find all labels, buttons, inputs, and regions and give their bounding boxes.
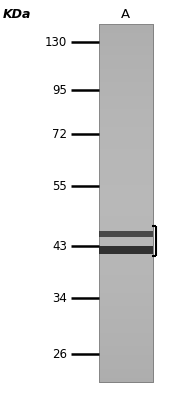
Bar: [99, 167, 153, 172]
Bar: [99, 180, 153, 185]
Bar: [99, 332, 153, 337]
Bar: [99, 189, 153, 194]
Bar: [99, 59, 153, 64]
Bar: [99, 126, 153, 131]
Bar: [99, 140, 153, 145]
Bar: [99, 32, 153, 38]
Bar: [99, 158, 153, 163]
Bar: [99, 46, 153, 51]
Bar: [99, 212, 153, 216]
Bar: [99, 231, 153, 237]
Bar: [99, 64, 153, 69]
Bar: [99, 301, 153, 306]
Bar: [99, 122, 153, 127]
Bar: [99, 104, 153, 109]
Bar: [99, 131, 153, 136]
Bar: [99, 337, 153, 342]
Bar: [99, 24, 153, 382]
Bar: [99, 310, 153, 315]
Bar: [99, 42, 153, 46]
Bar: [99, 171, 153, 176]
Bar: [99, 306, 153, 310]
Bar: [99, 149, 153, 154]
Text: KDa: KDa: [3, 8, 31, 20]
Bar: [99, 261, 153, 266]
Bar: [99, 194, 153, 198]
Bar: [99, 270, 153, 275]
Bar: [99, 265, 153, 270]
Text: 26: 26: [52, 348, 67, 360]
Bar: [99, 207, 153, 212]
Bar: [99, 113, 153, 118]
Bar: [99, 341, 153, 346]
Bar: [99, 24, 153, 382]
Bar: [99, 28, 153, 33]
Bar: [99, 324, 153, 328]
Bar: [99, 288, 153, 292]
Text: 43: 43: [52, 240, 67, 252]
Bar: [99, 109, 153, 114]
Bar: [99, 198, 153, 203]
Bar: [99, 359, 153, 364]
Bar: [99, 68, 153, 73]
Bar: [99, 82, 153, 87]
Bar: [99, 153, 153, 158]
Bar: [99, 243, 153, 248]
Text: 130: 130: [45, 36, 67, 48]
Bar: [99, 283, 153, 288]
Bar: [99, 73, 153, 78]
Bar: [99, 350, 153, 355]
Bar: [99, 144, 153, 149]
Bar: [99, 256, 153, 261]
Bar: [99, 292, 153, 297]
Bar: [99, 238, 153, 243]
Text: A: A: [121, 8, 130, 20]
Bar: [99, 274, 153, 279]
Bar: [99, 24, 153, 28]
Bar: [99, 377, 153, 382]
Bar: [99, 246, 153, 254]
Bar: [99, 373, 153, 378]
Bar: [99, 368, 153, 373]
Bar: [99, 314, 153, 319]
Text: 95: 95: [52, 84, 67, 96]
Bar: [99, 230, 153, 234]
Bar: [99, 252, 153, 257]
Bar: [99, 50, 153, 55]
Bar: [99, 77, 153, 82]
Text: 34: 34: [52, 292, 67, 304]
Bar: [99, 91, 153, 96]
Bar: [99, 234, 153, 239]
Bar: [99, 364, 153, 368]
Bar: [99, 216, 153, 221]
Bar: [99, 55, 153, 60]
Bar: [99, 203, 153, 208]
Bar: [99, 100, 153, 104]
Bar: [99, 328, 153, 333]
Bar: [99, 296, 153, 302]
Bar: [99, 346, 153, 351]
Bar: [99, 247, 153, 252]
Bar: [99, 37, 153, 42]
Bar: [99, 185, 153, 190]
Bar: [99, 118, 153, 122]
Bar: [99, 279, 153, 284]
Bar: [99, 176, 153, 181]
Bar: [99, 319, 153, 324]
Bar: [99, 95, 153, 100]
Text: 55: 55: [52, 180, 67, 192]
Bar: [99, 136, 153, 140]
Bar: [99, 355, 153, 360]
Bar: [99, 220, 153, 225]
Bar: [99, 162, 153, 167]
Text: 72: 72: [52, 128, 67, 140]
Bar: [99, 86, 153, 91]
Bar: [99, 225, 153, 230]
